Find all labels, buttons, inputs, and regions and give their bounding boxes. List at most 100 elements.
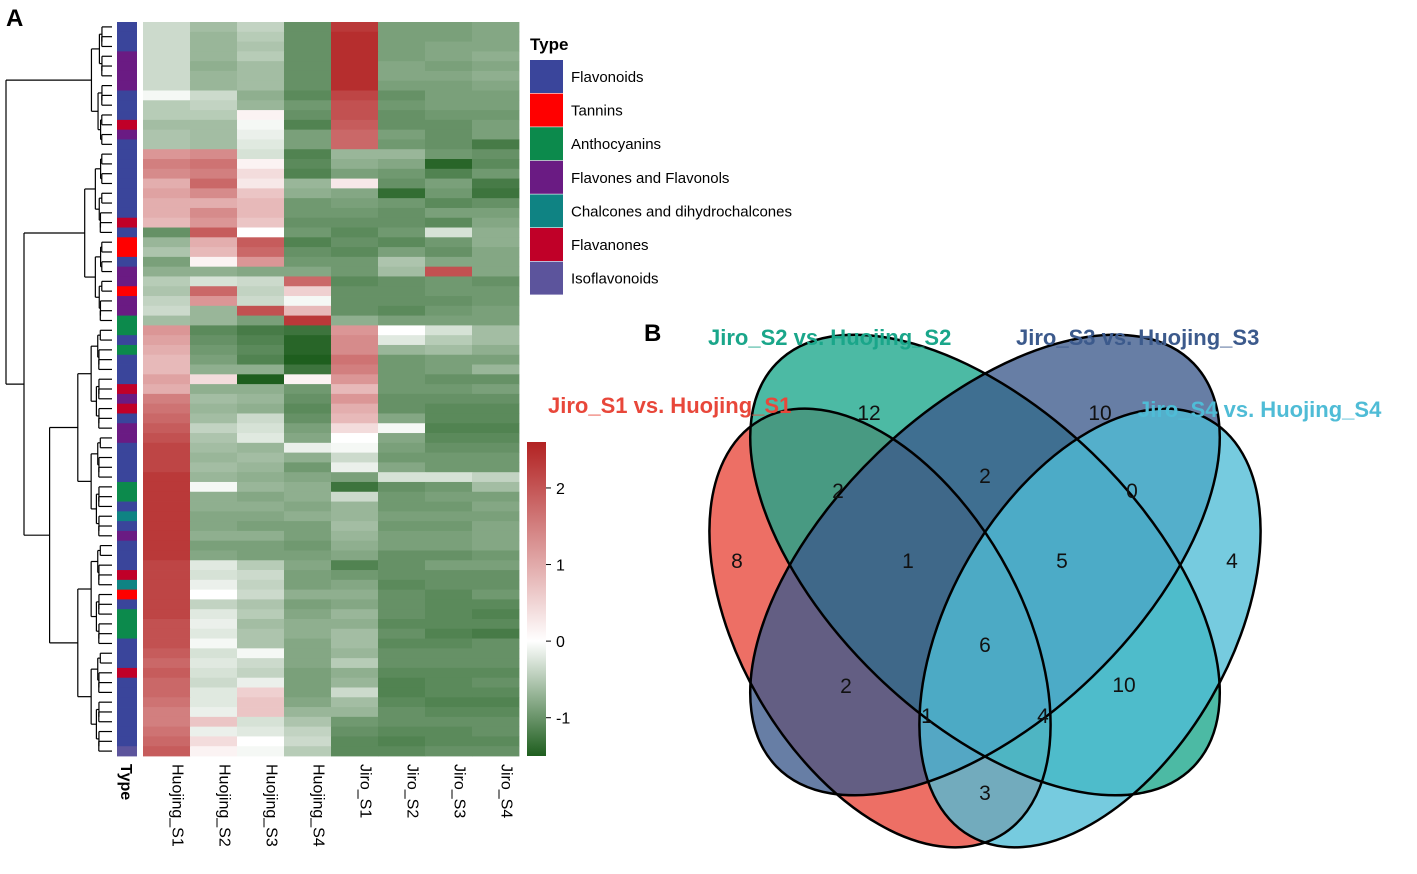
- heatmap-cell: [472, 736, 520, 747]
- heatmap-cell: [190, 149, 238, 160]
- heatmap-cell: [425, 315, 473, 326]
- heatmap-cell: [237, 746, 285, 757]
- heatmap-cell: [237, 384, 285, 395]
- heatmap-cell: [425, 501, 473, 512]
- heatmap-cell: [378, 413, 426, 424]
- heatmap-cell: [472, 247, 520, 258]
- type-annotation-cell: [117, 707, 137, 718]
- heatmap-cell: [425, 658, 473, 669]
- heatmap-cell: [378, 638, 426, 649]
- heatmap-cell: [378, 560, 426, 571]
- heatmap-cell: [190, 266, 238, 277]
- heatmap-cell: [284, 198, 332, 209]
- heatmap-cell: [378, 188, 426, 199]
- heatmap-cell: [143, 393, 191, 405]
- heatmap-cell: [284, 276, 332, 287]
- heatmap-cell: [331, 570, 379, 581]
- type-annotation-cell: [117, 658, 137, 669]
- heatmap-cell: [284, 521, 332, 532]
- type-annotation-cell: [117, 716, 137, 728]
- heatmap-cell: [331, 736, 379, 747]
- heatmap-cell: [331, 217, 379, 228]
- heatmap-cell: [425, 374, 473, 385]
- heatmap-cell: [284, 599, 332, 610]
- color-scale-tick-label: 0: [556, 634, 565, 651]
- type-annotation-cell: [117, 697, 137, 708]
- heatmap-cell: [425, 736, 473, 747]
- heatmap-cell: [237, 560, 285, 571]
- type-annotation-cell: [117, 100, 137, 111]
- heatmap-cell: [237, 100, 285, 111]
- type-annotation-cell: [117, 521, 137, 532]
- heatmap-cell: [378, 237, 426, 248]
- venn-diagram: Jiro_S1 vs. Huojing_S1 Jiro_S2 vs. Huojin…: [548, 325, 1382, 849]
- heatmap-cell: [190, 325, 238, 336]
- heatmap-cell: [425, 354, 473, 365]
- heatmap-cell: [331, 550, 379, 561]
- heatmap-cell: [425, 403, 473, 414]
- heatmap-cell: [143, 286, 191, 297]
- heatmap-cell: [472, 550, 520, 561]
- heatmap-cell: [143, 354, 191, 365]
- heatmap-cell: [378, 296, 426, 307]
- heatmap-cell: [472, 22, 520, 33]
- heatmap-cell: [425, 530, 473, 542]
- venn-region-count: 4: [1037, 705, 1049, 728]
- heatmap-cell: [284, 560, 332, 571]
- heatmap-cell: [190, 638, 238, 649]
- heatmap-cell: [472, 119, 520, 131]
- heatmap-cell: [143, 550, 191, 561]
- heatmap-cell: [284, 442, 332, 454]
- heatmap-cell: [143, 452, 191, 463]
- heatmap-cell: [237, 335, 285, 346]
- heatmap-cell: [190, 648, 238, 659]
- heatmap-cell: [284, 618, 332, 630]
- heatmap-cell: [237, 22, 285, 33]
- heatmap-cell: [190, 413, 238, 424]
- type-annotation-cell: [117, 354, 137, 365]
- heatmap-cell: [237, 462, 285, 473]
- type-annotation-cell: [117, 139, 137, 150]
- heatmap-cell: [331, 472, 379, 483]
- heatmap-cell: [143, 442, 191, 454]
- heatmap-cell: [143, 726, 191, 737]
- heatmap-cell: [284, 256, 332, 268]
- heatmap-cell: [284, 247, 332, 258]
- heatmap-cell: [143, 628, 191, 639]
- heatmap-cell: [143, 687, 191, 698]
- heatmap-cell: [237, 90, 285, 101]
- heatmap-cell: [284, 638, 332, 649]
- heatmap-cell: [190, 129, 238, 140]
- heatmap-cell: [284, 237, 332, 248]
- heatmap-cell: [284, 61, 332, 72]
- heatmap-cell: [472, 413, 520, 424]
- type-annotation-cell: [117, 618, 137, 630]
- heatmap-cell: [472, 315, 520, 326]
- heatmap-cell: [425, 110, 473, 121]
- heatmap-cell: [331, 716, 379, 728]
- heatmap-cell: [378, 149, 426, 160]
- heatmap-cell: [472, 481, 520, 493]
- heatmap-cell: [190, 442, 238, 454]
- heatmap-cell: [143, 736, 191, 747]
- legend-label: Tannins: [571, 103, 623, 120]
- heatmap-cell: [284, 726, 332, 737]
- heatmap-cell: [237, 442, 285, 454]
- type-annotation-cell: [117, 687, 137, 698]
- heatmap-cell: [331, 168, 379, 179]
- heatmap-cell: [378, 481, 426, 493]
- heatmap-cell: [284, 403, 332, 414]
- type-annotation-cell: [117, 726, 137, 737]
- type-annotation-cell: [117, 452, 137, 463]
- heatmap-cell: [472, 589, 520, 600]
- heatmap-cell: [472, 579, 520, 591]
- heatmap-cell: [378, 119, 426, 131]
- heatmap-cell: [284, 70, 332, 82]
- type-annotation-cell: [117, 491, 137, 502]
- type-annotation-cell: [117, 266, 137, 277]
- heatmap-cell: [472, 100, 520, 111]
- legend-label: Flavonoids: [571, 69, 644, 86]
- type-annotation-cell: [117, 589, 137, 600]
- heatmap-cell: [331, 501, 379, 512]
- venn-region-count: 10: [1112, 674, 1135, 697]
